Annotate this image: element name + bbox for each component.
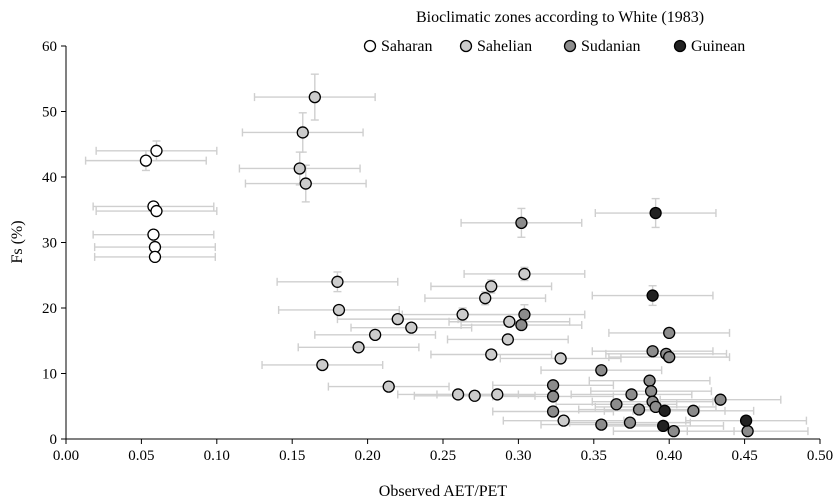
- sahelian-point: [485, 280, 498, 293]
- y-axis-label: Fs (%): [9, 220, 26, 263]
- sahelian-point: [456, 308, 469, 321]
- sahelian-point: [405, 321, 418, 334]
- y-tick-label: 0: [50, 432, 58, 448]
- sudanian-point: [687, 404, 700, 417]
- sahelian-point: [501, 333, 514, 346]
- sahelian-point: [479, 292, 492, 305]
- sahelian-point: [296, 126, 309, 139]
- sahelian-point: [468, 389, 481, 402]
- y-ticks: 0 10 20 30 40 50 60: [42, 39, 66, 448]
- saharan-point: [147, 228, 160, 241]
- legend-label-sudanian: Sudanian: [581, 38, 641, 55]
- sahelian-point: [331, 275, 344, 288]
- sudanian-point: [663, 350, 676, 364]
- x-tick-label: 0.15: [279, 448, 305, 464]
- guinean-point: [649, 206, 662, 220]
- x-ticks: 0.00 0.05 0.10 0.15 0.20 0.25 0.30 0.35 0.40 0.45…: [53, 439, 833, 464]
- sudanian-point: [663, 326, 676, 340]
- sudanian-point: [623, 416, 637, 429]
- error-bars: [84, 73, 809, 436]
- sahelian-point: [554, 352, 567, 365]
- sudanian-point: [667, 424, 680, 438]
- sahelian-point: [299, 177, 312, 190]
- sahelian-point: [518, 267, 531, 281]
- x-axis-label: Observed AET/PET: [379, 483, 508, 499]
- x-tick-label: 0.10: [204, 448, 230, 464]
- x-tick-label: 0.45: [731, 448, 757, 464]
- sudanian-point: [610, 398, 623, 411]
- x-tick-label: 0.00: [53, 448, 79, 464]
- saharan-point: [139, 154, 153, 167]
- y-tick-label: 30: [42, 236, 57, 252]
- sudanian-point: [643, 374, 656, 387]
- legend-marker-sahelian: [459, 39, 473, 53]
- y-tick-label: 40: [42, 170, 57, 186]
- data-points: [139, 90, 754, 438]
- legend-marker-saharan: [363, 39, 377, 53]
- sudanian-point: [546, 379, 560, 392]
- sahelian-point: [491, 388, 504, 401]
- sahelian-point: [485, 348, 498, 361]
- y-tick-label: 10: [42, 367, 57, 383]
- x-tick-label: 0.50: [807, 448, 833, 464]
- x-tick-label: 0.05: [128, 448, 154, 464]
- x-tick-label: 0.25: [430, 448, 456, 464]
- sahelian-point: [332, 303, 346, 317]
- x-tick-label: 0.30: [505, 448, 531, 464]
- saharan-point: [148, 250, 162, 264]
- sudanian-point: [518, 308, 531, 321]
- legend-marker-guinean: [673, 39, 687, 53]
- sudanian-point: [515, 216, 528, 230]
- saharan-point: [150, 204, 163, 218]
- sahelian-point: [503, 315, 516, 328]
- sudanian-point: [646, 345, 659, 358]
- sahelian-point: [557, 414, 570, 427]
- sudanian-point: [595, 418, 608, 431]
- guinean-point: [658, 404, 671, 417]
- sudanian-point: [625, 388, 638, 401]
- sahelian-point: [316, 358, 329, 372]
- sudanian-point: [595, 364, 608, 377]
- y-tick-label: 50: [42, 105, 57, 121]
- guinean-point: [657, 419, 670, 433]
- sudanian-point: [515, 318, 528, 332]
- legend: Saharan Sahelian Sudanian Guinean: [363, 38, 745, 55]
- sahelian-point: [368, 328, 382, 342]
- sahelian-point: [352, 341, 365, 354]
- legend-marker-sudanian: [563, 39, 577, 53]
- y-tick-label: 60: [42, 39, 57, 55]
- legend-label-saharan: Saharan: [381, 38, 433, 55]
- y-tick-label: 20: [42, 301, 57, 317]
- guinean-point: [739, 414, 753, 427]
- sudanian-point: [632, 403, 646, 416]
- sudanian-point: [741, 424, 754, 438]
- sudanian-point: [714, 393, 727, 406]
- sudanian-point: [546, 390, 560, 403]
- sahelian-point: [382, 380, 395, 393]
- x-tick-label: 0.20: [354, 448, 380, 464]
- saharan-point: [150, 144, 163, 157]
- sahelian-point: [451, 388, 465, 401]
- legend-label-sahelian: Sahelian: [477, 38, 532, 55]
- legend-title: Bioclimatic zones according to White (19…: [416, 9, 704, 26]
- sahelian-point: [308, 90, 321, 104]
- x-tick-label: 0.40: [656, 448, 682, 464]
- guinean-point: [646, 289, 659, 302]
- x-tick-label: 0.35: [581, 448, 607, 464]
- sudanian-point: [546, 405, 560, 418]
- sahelian-point: [391, 312, 404, 326]
- legend-label-guinean: Guinean: [691, 38, 745, 55]
- sudanian-point: [644, 385, 658, 398]
- sahelian-point: [293, 162, 306, 175]
